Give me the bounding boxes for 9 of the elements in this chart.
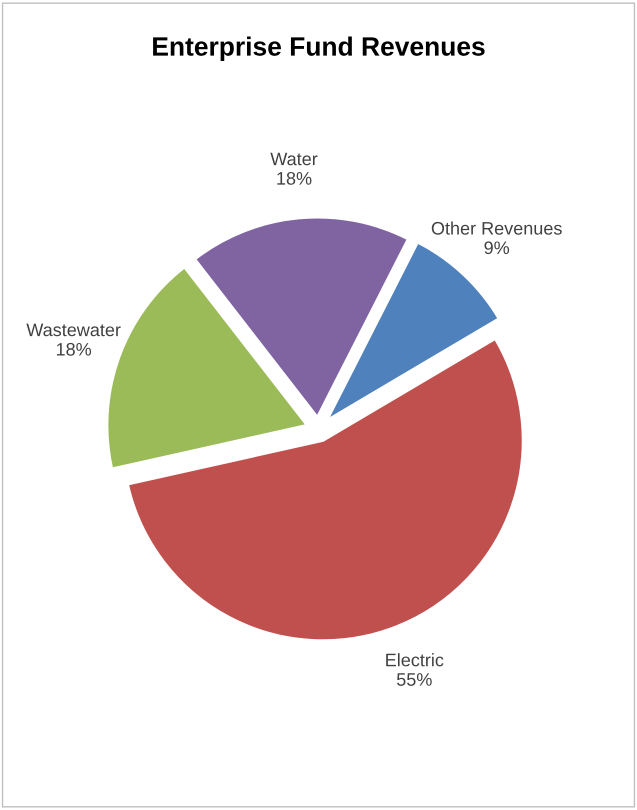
slice-label: Wastewater: [26, 324, 121, 336]
slice-label: Water: [270, 152, 318, 166]
slice-label: Electric: [386, 653, 444, 666]
data-label: 9%: [484, 241, 510, 254]
data-label: 18%: [56, 342, 92, 356]
slice-label: Other Revenues: [432, 221, 562, 235]
data-label: 55%: [396, 673, 432, 686]
chart-title: Enterprise Fund Revenues: [153, 36, 485, 62]
data-label: 18%: [277, 172, 312, 185]
